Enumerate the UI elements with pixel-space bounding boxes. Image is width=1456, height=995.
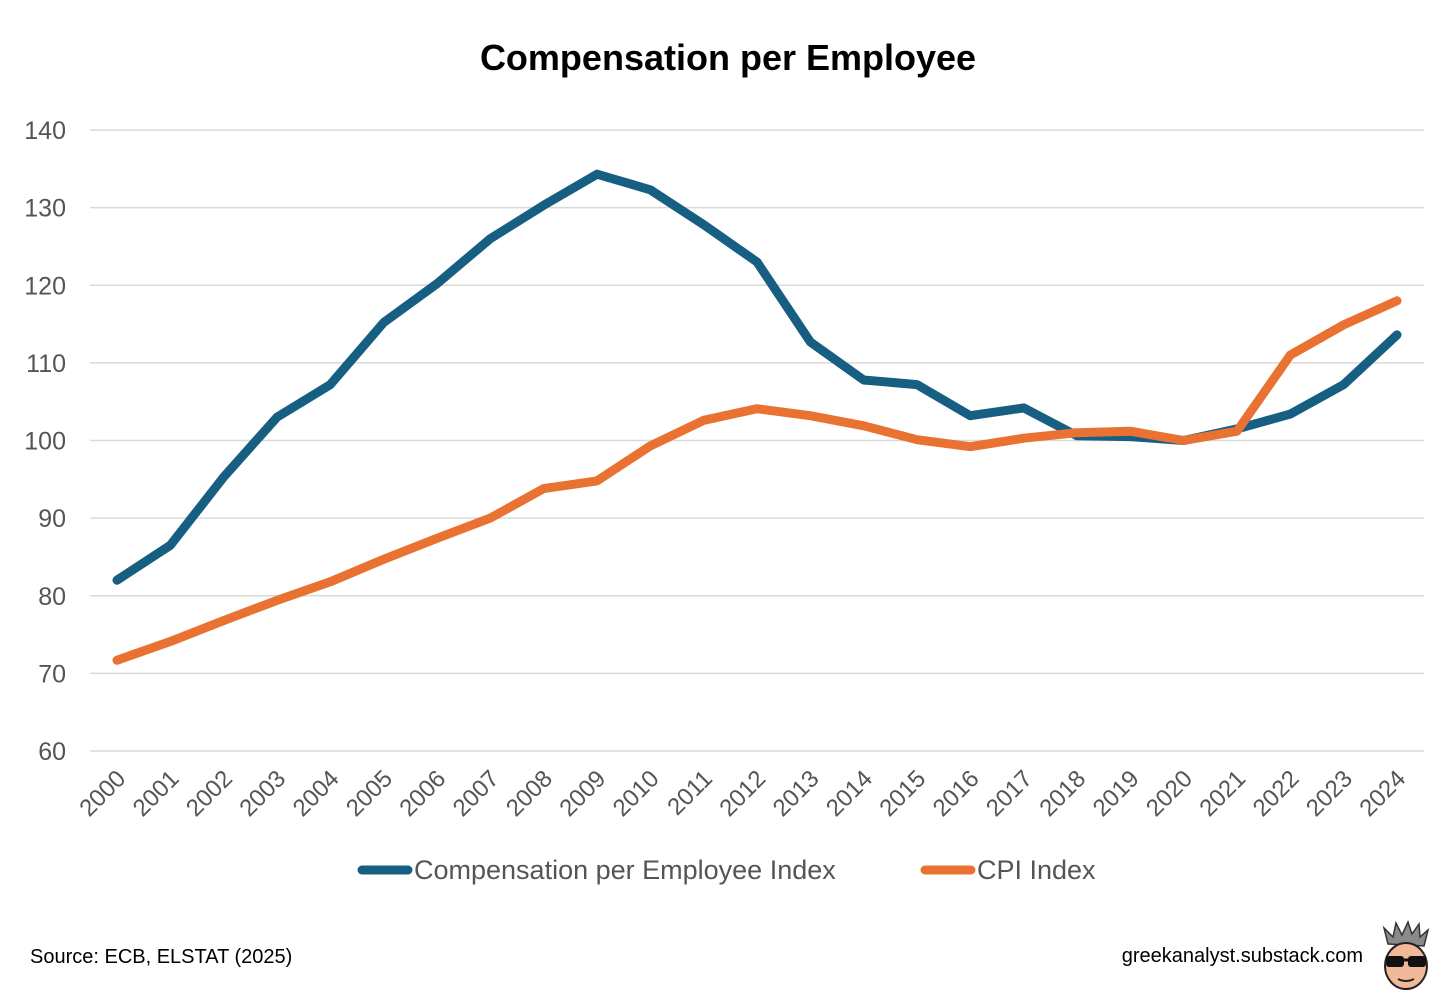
series-line-cpi bbox=[112, 296, 1402, 665]
x-tick-label-2013: 2013 bbox=[768, 765, 825, 822]
x-tick-label-2014: 2014 bbox=[821, 765, 878, 822]
cartoon-head-sunglasses-icon bbox=[1382, 919, 1430, 990]
y-tick-label-80: 80 bbox=[38, 583, 66, 611]
x-tick-label-2023: 2023 bbox=[1301, 765, 1358, 822]
x-tick-label-2019: 2019 bbox=[1088, 765, 1145, 822]
gridlines bbox=[90, 129, 1424, 752]
x-tick-label-2002: 2002 bbox=[181, 765, 238, 822]
y-tick-label-60: 60 bbox=[38, 738, 66, 766]
y-tick-label-110: 110 bbox=[26, 350, 66, 378]
series-lines bbox=[112, 169, 1402, 665]
y-tick-label-140: 140 bbox=[24, 117, 66, 145]
x-tick-label-2005: 2005 bbox=[341, 765, 398, 822]
x-tick-label-2008: 2008 bbox=[501, 765, 558, 822]
x-tick-label-2017: 2017 bbox=[981, 765, 1038, 822]
x-tick-label-2003: 2003 bbox=[234, 765, 291, 822]
x-tick-label-2015: 2015 bbox=[874, 765, 931, 822]
y-axis-tick-labels: 60 70 80 90 100 110 120 130 140 bbox=[24, 117, 66, 766]
site-url: greekanalyst.substack.com bbox=[1122, 945, 1363, 967]
y-tick-label-120: 120 bbox=[24, 272, 66, 300]
x-tick-label-2020: 2020 bbox=[1141, 765, 1198, 822]
x-tick-label-2006: 2006 bbox=[394, 765, 451, 822]
x-tick-label-2018: 2018 bbox=[1034, 765, 1091, 822]
x-tick-label-2011: 2011 bbox=[662, 765, 718, 821]
x-tick-label-2016: 2016 bbox=[928, 765, 985, 822]
x-tick-label-2001: 2001 bbox=[128, 765, 185, 822]
chart-title: Compensation per Employee bbox=[480, 37, 976, 78]
x-tick-label-2004: 2004 bbox=[288, 765, 345, 822]
y-tick-label-70: 70 bbox=[38, 660, 66, 688]
x-tick-label-2007: 2007 bbox=[448, 765, 505, 822]
legend-label-cpi: CPI Index bbox=[977, 855, 1096, 885]
x-tick-label-2010: 2010 bbox=[608, 765, 665, 822]
source-note: Source: ECB, ELSTAT (2025) bbox=[30, 946, 292, 968]
x-tick-label-2012: 2012 bbox=[714, 765, 771, 822]
x-tick-label-2022: 2022 bbox=[1248, 765, 1305, 822]
x-tick-label-2024: 2024 bbox=[1354, 765, 1411, 822]
x-tick-label-2009: 2009 bbox=[554, 765, 611, 822]
y-tick-label-90: 90 bbox=[38, 505, 66, 533]
series-line-compensation bbox=[112, 169, 1402, 585]
y-tick-label-130: 130 bbox=[24, 195, 66, 223]
legend-label-compensation: Compensation per Employee Index bbox=[414, 855, 836, 885]
x-axis-tick-labels: 2000200120022003200420052006200720082009… bbox=[74, 765, 1411, 822]
y-tick-label-100: 100 bbox=[24, 428, 66, 456]
x-tick-label-2021: 2021 bbox=[1194, 765, 1251, 822]
legend: Compensation per Employee Index CPI Inde… bbox=[357, 855, 1096, 885]
x-tick-label-2000: 2000 bbox=[74, 765, 131, 822]
